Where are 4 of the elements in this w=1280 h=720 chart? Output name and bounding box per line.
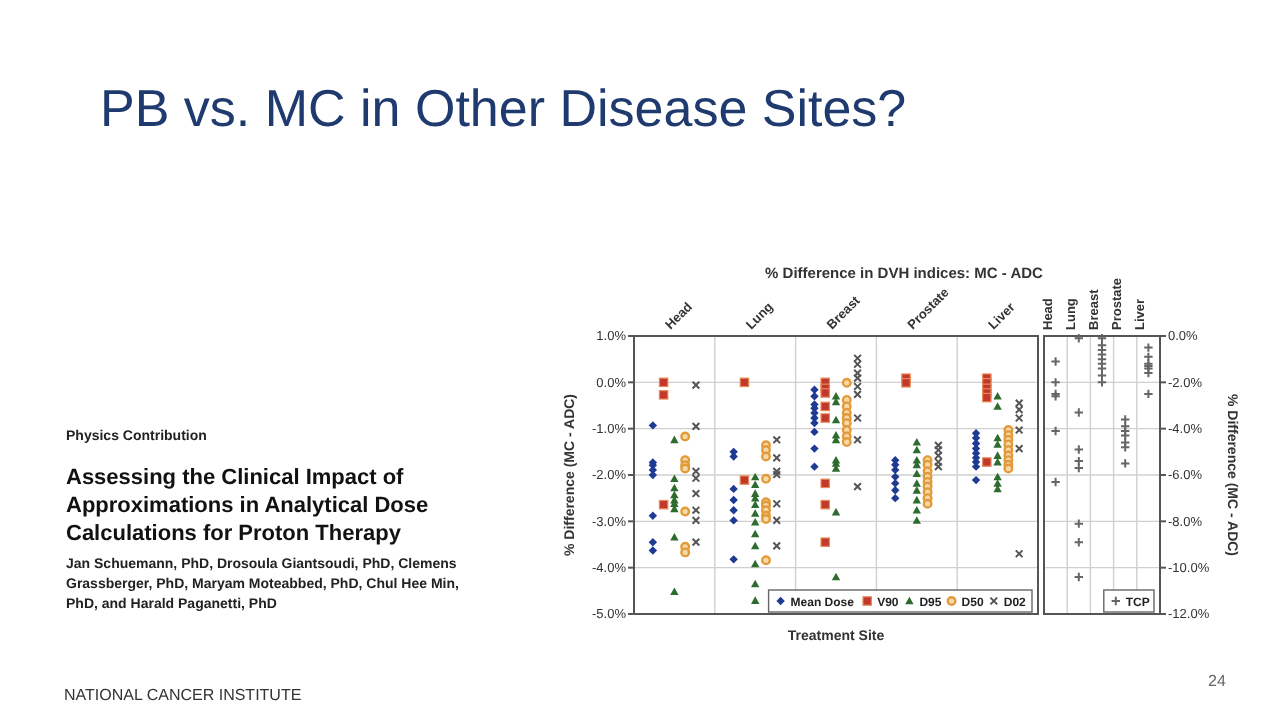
text: Assessing the Clinical Impact of Approximations in Analytical Dose Calculations for Proton Therapy xyxy=(66,466,429,546)
text: 24 xyxy=(1208,672,1227,690)
chart-title: PB vs. MC in Other Disease Sites? xyxy=(100,78,907,138)
text: NATIONAL CANCER INSTITUTE xyxy=(64,686,302,704)
